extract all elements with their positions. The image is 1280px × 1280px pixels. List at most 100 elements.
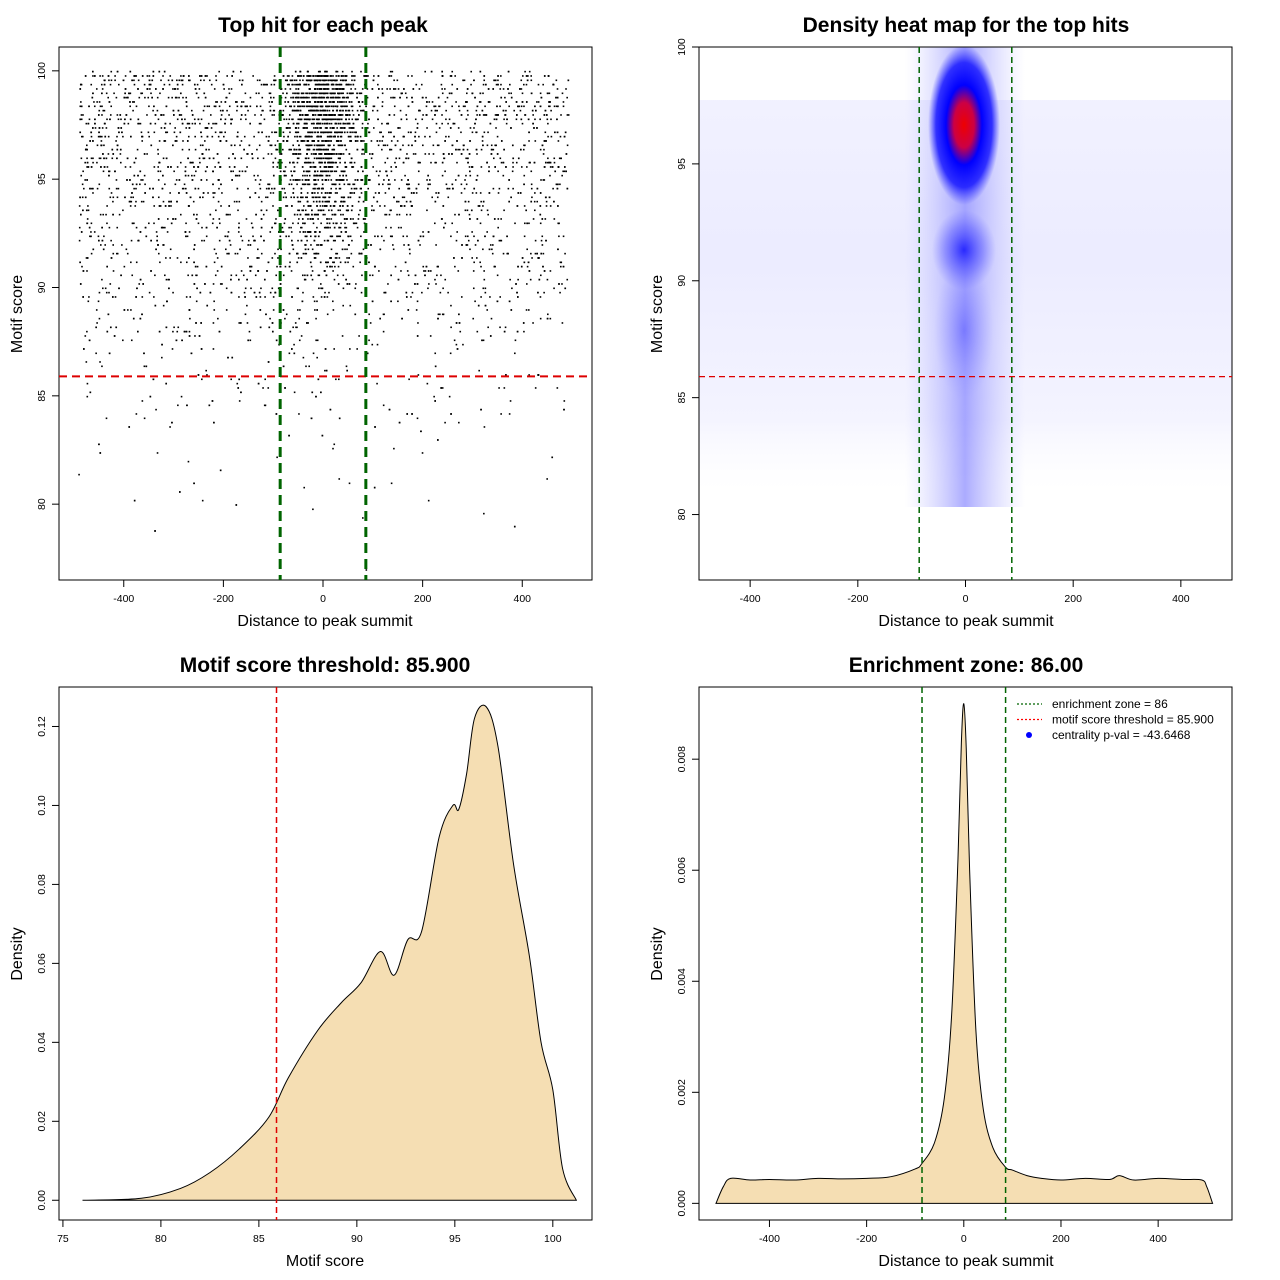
scatter-point xyxy=(322,140,325,142)
scatter-point xyxy=(178,79,181,82)
scatter-point xyxy=(525,209,528,212)
scatter-point xyxy=(331,213,334,216)
scatter-point xyxy=(176,166,179,168)
scatter-point xyxy=(166,231,169,233)
scatter-point xyxy=(258,291,261,294)
scatter-point xyxy=(343,170,346,173)
scatter-point xyxy=(101,135,103,138)
scatter-point xyxy=(480,296,482,298)
scatter-point xyxy=(285,235,288,238)
scatter-point xyxy=(106,118,108,121)
scatter-point xyxy=(520,88,523,90)
scatter-point xyxy=(79,131,82,134)
scatter-point xyxy=(143,153,146,155)
scatter-point xyxy=(202,196,204,199)
scatter-point xyxy=(320,88,323,90)
scatter-point xyxy=(407,131,410,134)
scatter-point xyxy=(357,218,360,220)
scatter-point xyxy=(162,244,165,246)
scatter-point xyxy=(335,75,338,77)
scatter-point xyxy=(430,109,433,112)
scatter-point xyxy=(392,248,395,251)
scatter-point xyxy=(312,109,315,112)
scatter-point xyxy=(325,369,328,372)
scatter-point xyxy=(308,96,310,99)
scatter-point xyxy=(356,135,359,138)
scatter-point xyxy=(205,226,208,229)
scatter-point xyxy=(351,105,354,108)
scatter-point xyxy=(293,148,296,151)
scatter-point xyxy=(292,192,295,194)
scatter-point xyxy=(390,482,393,485)
scatter-point xyxy=(310,265,313,268)
scatter-point xyxy=(228,205,231,207)
scatter-point xyxy=(287,122,290,125)
scatter-point xyxy=(478,114,481,116)
scatter-point xyxy=(174,218,177,220)
scatter-point xyxy=(170,200,172,203)
scatter-point xyxy=(198,88,201,90)
scatter-point xyxy=(393,79,395,82)
scatter-point xyxy=(542,252,545,255)
scatter-point xyxy=(338,101,341,103)
scatter-point xyxy=(383,205,386,207)
scatter-point xyxy=(288,83,290,86)
scatter-point xyxy=(305,244,307,246)
scatter-point xyxy=(394,179,396,181)
scatter-point xyxy=(305,365,307,368)
scatter-point xyxy=(500,75,502,77)
scatter-point xyxy=(215,209,217,212)
scatter-point xyxy=(299,153,302,155)
scatter-point xyxy=(562,105,565,108)
scatter-point xyxy=(325,96,328,99)
scatter-point xyxy=(484,114,486,116)
scatter-point xyxy=(228,114,230,116)
scatter-point xyxy=(547,75,550,77)
scatter-point xyxy=(288,265,291,268)
scatter-point xyxy=(499,88,502,90)
scatter-point xyxy=(262,387,264,389)
scatter-point xyxy=(218,239,221,242)
scatter-point xyxy=(124,75,127,77)
scatter-point xyxy=(313,300,316,303)
scatter-point xyxy=(350,101,353,103)
scatter-point xyxy=(135,105,138,108)
scatter-point xyxy=(274,252,276,255)
scatter-point xyxy=(204,140,206,142)
scatter-point xyxy=(88,226,91,229)
scatter-point xyxy=(378,88,380,90)
scatter-point xyxy=(475,179,478,181)
scatter-point xyxy=(317,209,320,212)
scatter-point xyxy=(182,96,184,99)
scatter-point xyxy=(223,135,225,138)
scatter-point xyxy=(346,179,348,181)
scatter-point xyxy=(180,395,183,398)
scatter-point xyxy=(488,166,490,168)
scatter-point xyxy=(227,213,229,216)
scatter-point xyxy=(327,261,329,264)
scatter-point xyxy=(492,157,495,160)
scatter-point xyxy=(110,192,113,194)
scatter-point xyxy=(347,183,349,186)
scatter-point xyxy=(342,179,345,181)
scatter-point xyxy=(360,92,363,95)
scatter-point xyxy=(481,109,484,112)
scatter-point xyxy=(332,447,334,450)
scatter-point xyxy=(311,131,314,134)
scatter-point xyxy=(272,174,275,177)
scatter-point xyxy=(474,122,476,125)
scatter-point xyxy=(321,75,324,77)
scatter-point xyxy=(493,79,495,82)
scatter-point xyxy=(300,187,303,190)
scatter-point xyxy=(226,75,228,77)
scatter-point xyxy=(275,274,277,277)
scatter-point xyxy=(276,456,278,459)
scatter-point xyxy=(553,287,555,290)
scatter-point xyxy=(299,79,301,82)
scatter-point xyxy=(244,170,247,173)
scatter-point xyxy=(310,274,313,277)
scatter-point xyxy=(447,196,450,199)
scatter-point xyxy=(141,313,143,316)
scatter-point xyxy=(305,135,307,138)
scatter-point xyxy=(324,157,327,160)
